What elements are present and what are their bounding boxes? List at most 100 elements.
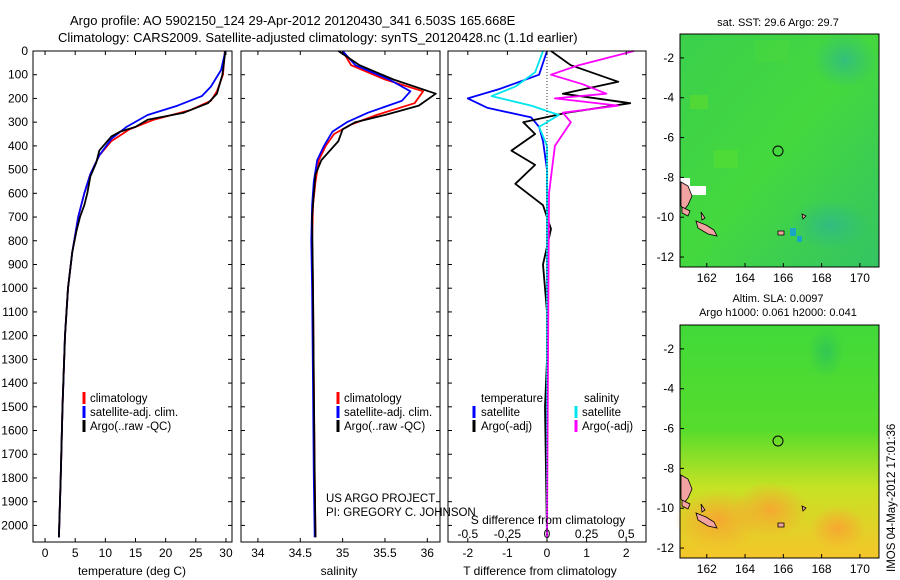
sla-field (674, 325, 879, 558)
latitude-tick-label: -8 (663, 461, 674, 475)
longitude-tick-label: 170 (850, 562, 870, 576)
temperature-panel-frame (32, 50, 233, 543)
depth-tick-label: 500 (8, 163, 28, 177)
legend-header-temperature: temperature (481, 393, 543, 405)
depth-tick-label: 0 (21, 44, 28, 58)
longitude-tick-label: 168 (812, 271, 832, 285)
legend-label-satellite: satellite-adj. clim. (344, 407, 432, 419)
series-line-s-satellite (490, 50, 560, 538)
depth-tick-label: 300 (8, 115, 28, 129)
depth-tick-label: 1200 (1, 329, 28, 343)
latitude-tick-label: -2 (663, 342, 674, 356)
legend-label-climatology: climatology (344, 393, 402, 405)
depth-tick-label: 1900 (1, 495, 28, 509)
sla-coastline (680, 474, 807, 529)
series-line-argo (58, 50, 227, 538)
x-tick-label: 10 (99, 546, 113, 560)
difference-legend: temperature salinity satellite Argo(-adj… (472, 393, 633, 433)
salinity-panel: 34 34.5 35 35.5 36 salinity climatology sate… (240, 50, 476, 578)
longitude-tick-label: 166 (773, 271, 793, 285)
longitude-tick-label: 162 (697, 271, 717, 285)
s-difference-tick-label: -0.25 (494, 527, 522, 541)
x-tick-label: -2 (462, 546, 473, 560)
sst-field (680, 32, 879, 267)
legend-label-satellite: satellite-adj. clim. (90, 407, 178, 419)
depth-tick-label: 1000 (1, 281, 28, 295)
sst-coastline (680, 181, 807, 237)
series-line-satellite (310, 50, 412, 538)
sst-map-frame (679, 33, 880, 268)
longitude-tick-label: 164 (735, 562, 755, 576)
legend-label-t-argo: Argo(-adj) (481, 421, 532, 433)
difference-panel: -2 -1 0 1 2 -0.5 -0.25 0 0.25 0.5 T difference fr… (447, 50, 647, 578)
legend-label-argo: Argo(..raw -QC) (344, 421, 425, 433)
latitude-tick-label: -4 (663, 91, 674, 105)
figure-title-line2: Climatology: CARS2009. Satellite-adjuste… (58, 30, 578, 45)
latitude-tick-label: -6 (663, 131, 674, 145)
sla-map-panel: Altim. SLA: 0.0097 Argo h1000: 0.061 h20… (657, 293, 880, 576)
x-tick-label: 34 (251, 546, 265, 560)
latitude-tick-label: -12 (657, 541, 675, 555)
sst-float-marker (772, 145, 784, 157)
x-tick-label: 35.5 (373, 546, 397, 560)
depth-tick-label: 1600 (1, 424, 28, 438)
sla-map-title: Altim. SLA: 0.0097 (732, 293, 823, 305)
x-tick-label: 0 (42, 546, 49, 560)
latitude-tick-label: -12 (657, 250, 675, 264)
x-tick-label: 5 (72, 546, 79, 560)
latitude-tick-label: -10 (657, 501, 675, 515)
legend-label-argo: Argo(..raw -QC) (90, 421, 171, 433)
series-line-climatology (311, 50, 425, 538)
x-tick-label: 30 (219, 546, 233, 560)
credit-project: US ARGO PROJECT (326, 493, 435, 505)
sst-map-panel: sat. SST: 29.6 Argo: 29.7 162 164 166 168 17… (657, 17, 880, 285)
latitude-tick-label: -6 (663, 422, 674, 436)
credit-pi: PI: GREGORY C. JOHNSON (326, 507, 476, 519)
sla-float-marker (772, 435, 784, 447)
longitude-tick-label: 164 (735, 271, 755, 285)
depth-tick-label: 1100 (2, 305, 28, 319)
depth-tick-label: 700 (8, 210, 28, 224)
longitude-tick-label: 170 (850, 271, 870, 285)
s-difference-tick-label: 0 (544, 527, 551, 541)
salinity-axis-label: salinity (321, 564, 358, 578)
depth-tick-label: 900 (8, 257, 28, 271)
depth-tick-label: 400 (8, 139, 28, 153)
series-line-t-argo (510, 50, 632, 538)
x-tick-label: 2 (623, 546, 630, 560)
longitude-tick-label: 168 (812, 562, 832, 576)
legend-header-salinity: salinity (584, 393, 619, 405)
s-difference-tick-label: 0.5 (618, 527, 635, 541)
x-tick-label: 35 (336, 546, 350, 560)
latitude-tick-label: -4 (663, 382, 674, 396)
legend-label-climatology: climatology (90, 393, 148, 405)
latitude-tick-label: -10 (657, 210, 675, 224)
x-tick-label: 20 (159, 546, 173, 560)
t-difference-axis-label: T difference from climatology (463, 564, 617, 578)
series-line-s-argo (546, 50, 635, 538)
depth-tick-label: 1700 (1, 447, 28, 461)
depth-tick-label: 1500 (1, 400, 28, 414)
depth-tick-label: 100 (8, 68, 28, 82)
x-tick-label: -1 (502, 546, 513, 560)
s-difference-axis-label: S difference from climatology (471, 513, 626, 527)
series-line-t-satellite (466, 50, 548, 538)
series-line-argo (311, 50, 437, 538)
s-difference-tick-label: 0.25 (575, 527, 599, 541)
latitude-tick-label: -2 (663, 51, 674, 65)
depth-tick-label: 1400 (1, 376, 28, 390)
salinity-legend: climatology satellite-adj. clim. Argo(..… (336, 392, 432, 433)
depth-tick-label: 200 (8, 91, 28, 105)
x-tick-label: 25 (189, 546, 203, 560)
depth-tick-label: 1300 (1, 352, 28, 366)
temperature-axis-label: temperature (deg C) (78, 564, 186, 578)
x-tick-label: 1 (583, 546, 590, 560)
longitude-tick-label: 166 (773, 562, 793, 576)
x-tick-label: 15 (129, 546, 143, 560)
figure-title-line1: Argo profile: AO 5902150_124 29-Apr-2012… (70, 13, 516, 28)
sst-map-title: sat. SST: 29.6 Argo: 29.7 (717, 17, 839, 29)
legend-label-s-argo: Argo(-adj) (582, 421, 633, 433)
salinity-panel-frame (240, 50, 441, 543)
depth-tick-label: 1800 (1, 471, 28, 485)
